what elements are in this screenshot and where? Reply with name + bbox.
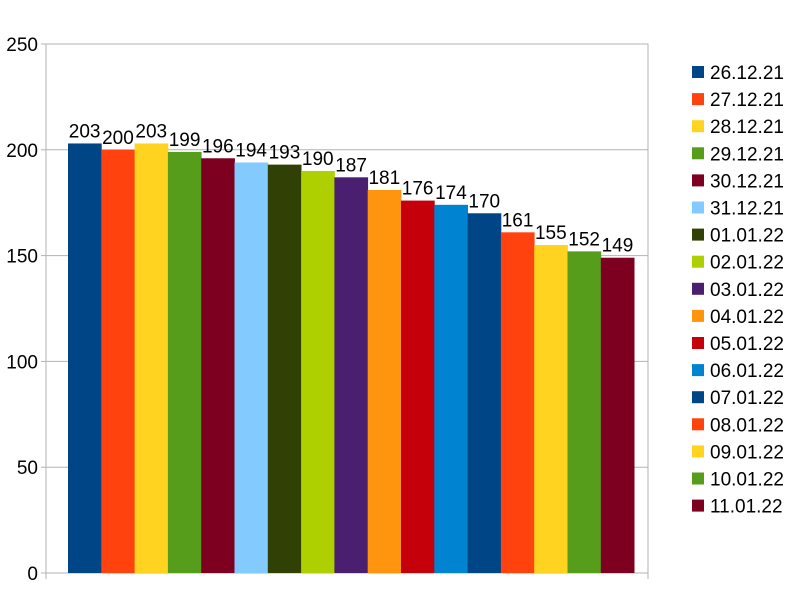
legend-swatch: [692, 337, 704, 349]
bar: [367, 190, 402, 573]
data-label: 193: [269, 143, 301, 164]
bar: [401, 200, 435, 574]
legend-swatch: [692, 174, 704, 187]
data-label: 203: [135, 121, 167, 142]
legend-swatch: [692, 93, 704, 106]
data-label: 161: [502, 210, 534, 231]
legend-swatch: [692, 445, 704, 458]
legend-label: 08.01.22: [710, 415, 784, 436]
bar: [434, 204, 468, 574]
bar: [534, 245, 568, 573]
data-label: 170: [468, 191, 500, 212]
bar: [334, 177, 369, 574]
data-label: 194: [235, 140, 267, 161]
legend-swatch: [692, 228, 704, 241]
legend-label: 09.01.22: [710, 442, 784, 463]
bar: [500, 232, 535, 573]
legend-swatch: [692, 472, 704, 485]
legend-label: 31.12.21: [710, 199, 784, 220]
legend-label: 11.01.22: [710, 497, 783, 518]
data-label: 190: [302, 149, 334, 170]
data-label: 187: [335, 155, 367, 176]
legend-swatch: [692, 255, 704, 268]
y-axis: 0 50 100 150 200 250: [6, 35, 649, 585]
legend-label: 06.01.22: [710, 361, 784, 382]
legend-label: 02.01.22: [710, 253, 784, 274]
data-label: 181: [368, 168, 400, 189]
data-label: 174: [435, 183, 467, 204]
y-tick-label: 200: [6, 141, 38, 162]
legend-swatch: [692, 391, 704, 404]
legend: 26.12.21 27.12.21 28.12.21 29.12.21 30.12.21…: [692, 63, 784, 518]
bar: [68, 143, 102, 573]
bar: [567, 251, 602, 574]
legend-swatch: [692, 120, 704, 133]
legend-label: 05.01.22: [710, 334, 784, 355]
legend-label: 26.12.21: [710, 63, 784, 84]
legend-swatch: [692, 66, 704, 78]
legend-label: 27.12.21: [710, 90, 784, 111]
data-label: 196: [202, 136, 234, 157]
data-label: 200: [102, 128, 134, 149]
legend-label: 29.12.21: [710, 144, 784, 165]
data-label: 199: [169, 130, 201, 151]
legend-label: 03.01.22: [710, 280, 784, 301]
bar: [234, 162, 269, 573]
bar: [267, 164, 302, 573]
bars: [68, 143, 635, 574]
y-tick-label: 0: [27, 564, 38, 585]
data-label: 152: [568, 229, 600, 250]
y-tick-label: 150: [6, 247, 38, 268]
legend-label: 28.12.21: [710, 117, 784, 138]
data-label: 176: [402, 179, 434, 200]
bar: [600, 257, 635, 573]
legend-swatch: [692, 309, 704, 322]
data-label: 155: [535, 223, 567, 244]
legend-swatch: [692, 499, 704, 512]
legend-label: 01.01.22: [710, 226, 784, 247]
y-tick-label: 50: [17, 458, 38, 479]
bar: [167, 151, 202, 573]
legend-label: 10.01.22: [710, 470, 784, 491]
data-label: 203: [69, 121, 101, 142]
bar: [467, 213, 502, 573]
legend-label: 07.01.22: [710, 388, 784, 409]
legend-swatch: [692, 201, 704, 214]
legend-label: 04.01.22: [710, 307, 784, 328]
legend-swatch: [692, 147, 704, 160]
data-label: 149: [602, 236, 634, 257]
legend-swatch: [692, 418, 704, 431]
bar: [201, 158, 235, 573]
bar: [134, 143, 169, 573]
legend-swatch: [692, 364, 704, 377]
y-tick-label: 250: [6, 35, 38, 56]
bar: [101, 149, 135, 574]
bar: [301, 170, 335, 573]
y-tick-label: 100: [6, 352, 38, 373]
legend-swatch: [692, 282, 704, 295]
legend-label: 30.12.21: [710, 171, 784, 192]
